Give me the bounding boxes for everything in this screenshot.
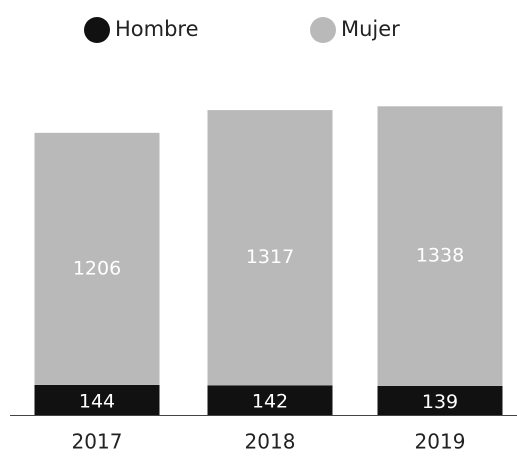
bar-segment xyxy=(34,384,160,415)
bar-segment xyxy=(207,110,333,386)
value-label: 1206 xyxy=(73,257,121,279)
value-label: 139 xyxy=(422,391,458,413)
x-tick-label: 2017 xyxy=(72,430,123,454)
value-label: 144 xyxy=(79,390,115,412)
bar-segment xyxy=(34,132,160,385)
bar-segment xyxy=(377,106,503,386)
legend-label: Hombre xyxy=(115,17,199,41)
value-label: 1317 xyxy=(246,246,294,268)
x-tick-label: 2018 xyxy=(245,430,296,454)
legend-swatch xyxy=(310,17,336,43)
value-label: 1338 xyxy=(416,245,464,267)
x-tick-label: 2019 xyxy=(415,430,466,454)
legend-swatch xyxy=(84,17,110,43)
bar-segment xyxy=(377,385,503,415)
bar-segment xyxy=(207,385,333,415)
value-label: 142 xyxy=(252,391,288,413)
legend-label: Mujer xyxy=(341,17,400,41)
